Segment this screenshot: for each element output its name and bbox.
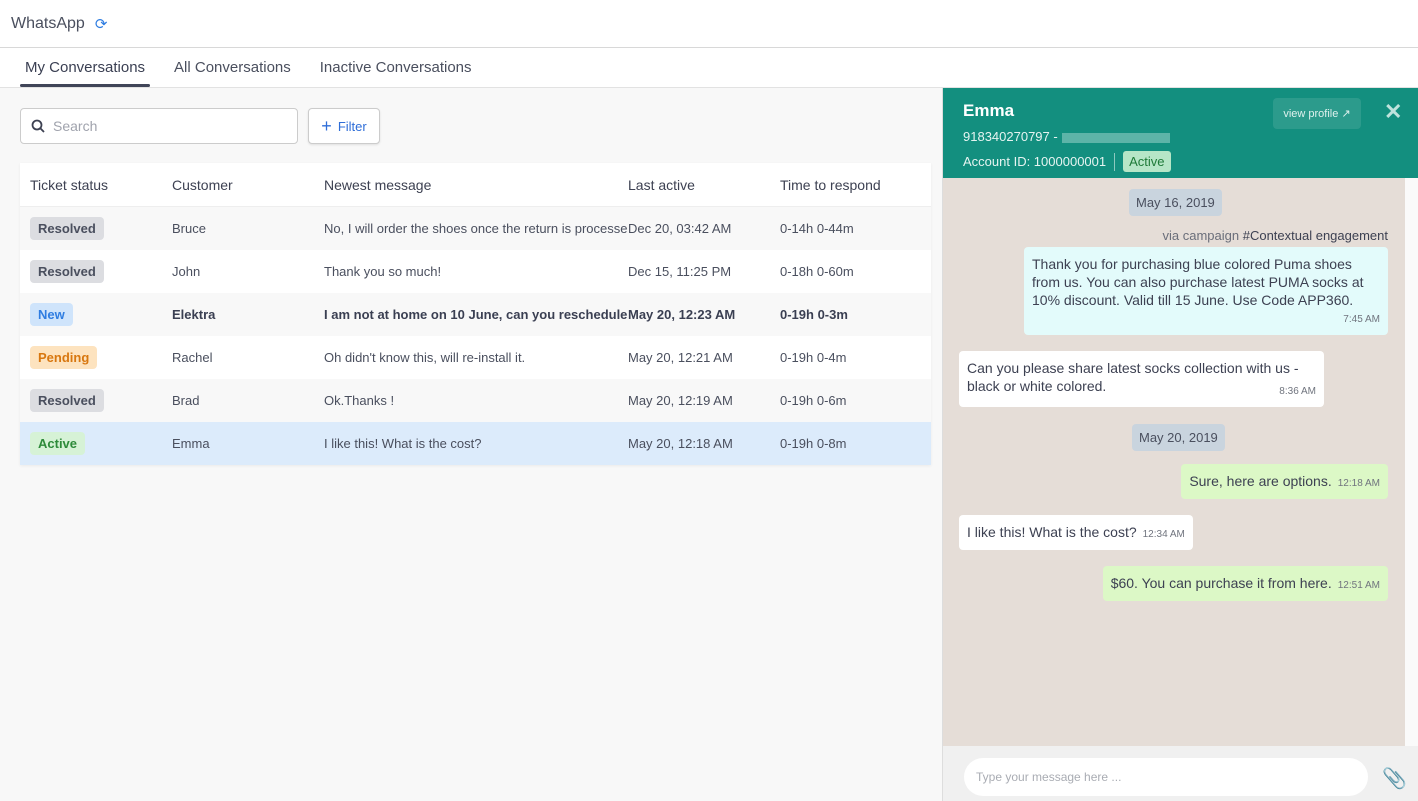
message-outgoing: $60. You can purchase it from here. 12:51… <box>1102 566 1388 601</box>
conversation-list-panel: +Filter Ticket status Customer Newest me… <box>0 88 942 801</box>
status-badge: Active <box>30 432 86 455</box>
external-link-icon: ↗ <box>1341 108 1351 120</box>
customer-name: Bruce <box>172 221 206 236</box>
last-active: Dec 20, 03:42 AM <box>628 221 732 236</box>
table-row[interactable]: Pending Rachel Oh didn't know this, will… <box>20 336 931 379</box>
table-row[interactable]: Resolved Brad Ok.Thanks ! May 20, 12:19 … <box>20 379 931 422</box>
customer-name: Rachel <box>172 350 213 365</box>
tab-bar: My Conversations All Conversations Inact… <box>0 48 1418 88</box>
message-incoming: Can you please share latest socks collec… <box>959 351 1324 407</box>
status-badge: Pending <box>30 346 98 369</box>
last-active: May 20, 12:21 AM <box>628 350 733 365</box>
message-incoming: I like this! What is the cost? 12:34 AM <box>959 515 1193 550</box>
col-ticket-status: Ticket status <box>30 176 109 193</box>
newest-message: Ok.Thanks ! <box>324 393 395 408</box>
last-active: Dec 15, 11:25 PM <box>628 264 732 279</box>
time-to-respond: 0-18h 0-60m <box>780 264 854 279</box>
message-outgoing: Thank you for purchasing blue colored Pu… <box>1024 247 1388 335</box>
time-to-respond: 0-14h 0-44m <box>780 221 854 236</box>
newest-message: I am not at home on 10 June, can you res… <box>324 307 628 322</box>
search-box <box>20 108 298 144</box>
col-customer: Customer <box>172 176 233 193</box>
message-thread: May 16, 2019 via campaign #Contextual en… <box>943 178 1406 746</box>
newest-message: Thank you so much! <box>324 264 442 279</box>
redacted-name <box>1061 132 1170 143</box>
account-id: Account ID: 1000000001 <box>963 154 1107 169</box>
status-badge: Active <box>1123 151 1171 172</box>
message-outgoing: Sure, here are options. 12:18 AM <box>1181 464 1388 499</box>
table-row[interactable]: Resolved Bruce No, I will order the shoe… <box>20 207 931 250</box>
close-icon[interactable]: ✕ <box>1384 99 1403 124</box>
chat-scrollbar[interactable] <box>1405 178 1418 746</box>
col-newest-message: Newest message <box>324 176 432 193</box>
sync-icon[interactable]: ⟳ <box>94 15 108 33</box>
time-to-respond: 0-19h 0-4m <box>780 350 847 365</box>
chat-panel: Emma 918340270797 - Account ID: 10000000… <box>942 88 1418 801</box>
status-badge: Resolved <box>30 389 104 412</box>
chat-header: Emma 918340270797 - Account ID: 10000000… <box>943 88 1418 178</box>
date-separator: May 20, 2019 <box>1132 424 1225 451</box>
customer-name: John <box>172 264 201 279</box>
app-title: WhatsApp <box>11 14 85 32</box>
newest-message: I like this! What is the cost? <box>324 436 482 451</box>
customer-name: Emma <box>172 436 210 451</box>
last-active: May 20, 12:19 AM <box>628 393 733 408</box>
time-to-respond: 0-19h 0-8m <box>780 436 847 451</box>
customer-name: Brad <box>172 393 200 408</box>
table-row[interactable]: New Elektra I am not at home on 10 June,… <box>20 293 931 336</box>
last-active: May 20, 12:23 AM <box>628 307 736 322</box>
message-input[interactable] <box>964 758 1368 796</box>
app-header: WhatsApp ⟳ <box>0 0 1418 48</box>
table-row[interactable]: Resolved John Thank you so much! Dec 15,… <box>20 250 931 293</box>
tab-all-conversations[interactable]: All Conversations <box>174 59 291 76</box>
customer-name: Elektra <box>172 307 216 322</box>
filter-button[interactable]: + Filter <box>308 108 380 144</box>
date-separator: May 16, 2019 <box>1129 189 1222 216</box>
status-badge: Resolved <box>30 260 104 283</box>
col-last-active: Last active <box>628 176 695 193</box>
tab-inactive-conversations[interactable]: Inactive Conversations <box>319 59 472 76</box>
campaign-label: via campaign #Contextual engagement <box>1162 228 1388 243</box>
plus-icon: + <box>321 115 332 136</box>
col-time-to-respond: Time to respond <box>780 176 881 193</box>
conversations-table: Ticket status Customer Newest message La… <box>20 163 931 465</box>
newest-message: No, I will order the shoes once the retu… <box>324 221 628 236</box>
status-badge: Resolved <box>30 217 104 240</box>
view-profile-button[interactable]: view profile ↗ <box>1273 98 1361 129</box>
time-to-respond: 0-19h 0-6m <box>780 393 847 408</box>
divider <box>1114 152 1116 171</box>
contact-name: Emma <box>963 101 1015 120</box>
table-row[interactable]: Active Emma I like this! What is the cos… <box>20 422 931 465</box>
search-input[interactable] <box>53 118 273 134</box>
newest-message: Oh didn't know this, will re-install it. <box>324 350 526 365</box>
attachment-icon[interactable]: 📎 <box>1382 768 1407 790</box>
search-icon <box>31 119 45 133</box>
time-to-respond: 0-19h 0-3m <box>780 307 848 322</box>
contact-phone: 918340270797 - <box>963 129 1058 144</box>
status-badge: New <box>30 303 73 326</box>
tab-my-conversations[interactable]: My Conversations <box>20 48 151 87</box>
last-active: May 20, 12:18 AM <box>628 436 733 451</box>
table-header: Ticket status Customer Newest message La… <box>20 163 931 207</box>
composer: 📎 <box>943 746 1418 801</box>
